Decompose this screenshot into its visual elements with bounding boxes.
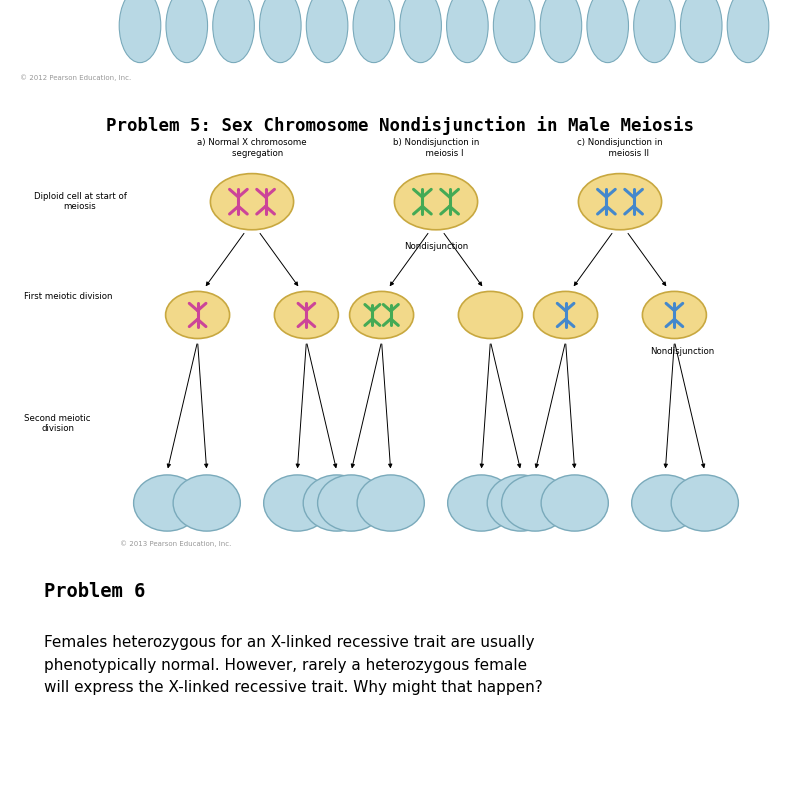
Text: b) Nondisjunction in
      meiosis I: b) Nondisjunction in meiosis I: [393, 138, 479, 158]
Ellipse shape: [259, 0, 301, 63]
Ellipse shape: [502, 475, 569, 531]
Text: © 2013 Pearson Education, Inc.: © 2013 Pearson Education, Inc.: [120, 541, 231, 547]
Ellipse shape: [534, 291, 598, 338]
Ellipse shape: [166, 0, 207, 63]
Ellipse shape: [353, 0, 394, 63]
Ellipse shape: [274, 291, 338, 338]
Text: Problem 6: Problem 6: [44, 582, 146, 602]
Ellipse shape: [632, 475, 699, 531]
Text: Nondisjunction: Nondisjunction: [404, 242, 468, 252]
Ellipse shape: [306, 0, 348, 63]
Ellipse shape: [400, 0, 442, 63]
Ellipse shape: [264, 475, 331, 531]
Text: Second meiotic
division: Second meiotic division: [24, 414, 91, 433]
Ellipse shape: [487, 475, 554, 531]
Ellipse shape: [634, 0, 675, 63]
Ellipse shape: [350, 291, 414, 338]
Text: c) Nondisjunction in
      meiosis II: c) Nondisjunction in meiosis II: [577, 138, 663, 158]
Ellipse shape: [166, 291, 230, 338]
Text: Diploid cell at start of
meiosis: Diploid cell at start of meiosis: [34, 192, 126, 212]
Text: First meiotic division: First meiotic division: [24, 293, 112, 302]
Ellipse shape: [494, 0, 535, 63]
Ellipse shape: [541, 475, 608, 531]
Ellipse shape: [394, 173, 478, 230]
Ellipse shape: [458, 291, 522, 338]
Ellipse shape: [318, 475, 385, 531]
Text: a) Normal X chromosome
    segregation: a) Normal X chromosome segregation: [197, 138, 307, 158]
Ellipse shape: [727, 0, 769, 63]
Text: Females heterozygous for an X-linked recessive trait are usually
phenotypically : Females heterozygous for an X-linked rec…: [44, 634, 542, 695]
Ellipse shape: [448, 475, 515, 531]
Ellipse shape: [213, 0, 254, 63]
Text: Nondisjunction: Nondisjunction: [650, 346, 714, 355]
Ellipse shape: [357, 475, 424, 531]
Text: Problem 5: Sex Chromosome Nondisjunction in Male Meiosis: Problem 5: Sex Chromosome Nondisjunction…: [106, 115, 694, 135]
Ellipse shape: [671, 475, 738, 531]
Ellipse shape: [446, 0, 488, 63]
Ellipse shape: [642, 291, 706, 338]
Ellipse shape: [173, 475, 240, 531]
Ellipse shape: [587, 0, 629, 63]
Ellipse shape: [119, 0, 161, 63]
Ellipse shape: [303, 475, 370, 531]
Ellipse shape: [540, 0, 582, 63]
Ellipse shape: [134, 475, 201, 531]
Ellipse shape: [681, 0, 722, 63]
Text: © 2012 Pearson Education, Inc.: © 2012 Pearson Education, Inc.: [20, 75, 131, 81]
Ellipse shape: [210, 173, 294, 230]
Ellipse shape: [578, 173, 662, 230]
